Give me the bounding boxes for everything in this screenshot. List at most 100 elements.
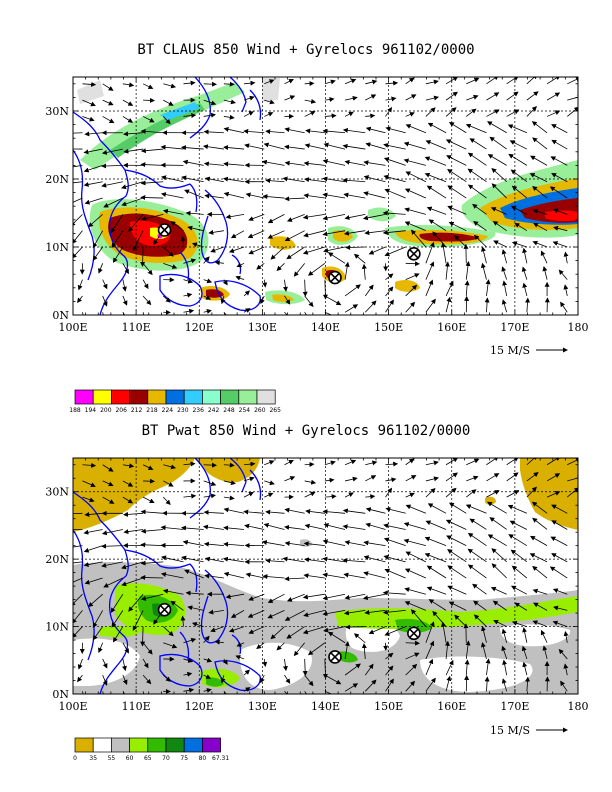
wind-vector [342,177,366,183]
colorbar-swatch [129,737,149,753]
wind-vector [344,663,361,676]
wind-vector [88,214,103,228]
wind-vector [425,298,436,313]
wind-vector [448,221,467,232]
wind-vector [101,561,123,568]
wind-vector [83,529,103,535]
wind-vector [284,196,305,202]
wind-vector [383,537,406,547]
wind-vector [142,658,149,669]
wind-vector [324,477,335,483]
wind-vector [262,279,268,288]
wind-vector [345,624,366,630]
wind-vector [364,300,377,313]
wind-vector [163,642,178,649]
wind-vector [465,504,487,514]
wind-vector [425,279,434,297]
wind-vector [405,112,415,117]
wind-vector [284,576,305,582]
lat-label: 10N [45,621,69,634]
wind-vector [83,545,103,553]
wind-vector [445,91,458,101]
wind-vector [448,502,467,514]
wind-vector [223,495,235,501]
wind-vector [501,299,508,313]
wind-vector [214,260,224,266]
wind-vector [424,156,447,166]
panel2-axis-ticks [72,458,579,695]
wind-vector [511,241,527,248]
wind-vector [180,235,186,248]
wind-vector [353,253,366,264]
wind-vector [183,658,194,663]
wind-vector [501,266,508,280]
wind-vector [265,509,285,515]
wind-vector [102,116,115,124]
wind-vector [552,208,568,215]
wind-vector [304,177,325,183]
lat-label: 30N [45,105,69,118]
wind-vector [284,127,305,134]
wind-vector [161,175,184,183]
colorbar-swatch [74,737,94,753]
wind-vector [385,299,394,313]
wind-vector [73,626,83,639]
wind-vector [123,131,144,137]
wind-vector [472,583,487,595]
wind-vector [466,94,479,101]
wind-vector [322,128,346,134]
wind-vector [243,476,255,482]
wind-vector [304,523,325,530]
wind-vector [203,509,224,515]
wind-vector [161,555,184,563]
wind-vector [510,549,528,563]
wind-vector [102,295,108,307]
colorbar-swatch [183,389,203,405]
wind-vector [204,573,224,579]
wind-vector [526,458,538,466]
wind-vector [405,458,415,466]
wind-vector [405,94,417,101]
lon-label: 130E [248,700,277,713]
wind-vector [243,290,250,297]
wind-vector [204,556,224,563]
wind-vector [522,247,528,264]
wind-vector [180,615,186,627]
panel1-map [72,76,579,316]
wind-vector [323,523,346,530]
wind-vector [140,626,146,647]
wind-vector [385,96,397,102]
colorbar-label: 65 [144,755,152,762]
wind-vector [214,639,224,645]
wind-vector [322,593,346,601]
panel1-title: BT CLAUS 850 Wind + Gyrelocs 961102/0000 [137,42,475,58]
colorbar-label: 260 [254,407,266,414]
wind-vector [282,176,305,183]
wind-vector [142,312,145,315]
wind-vector [383,174,406,183]
wind-vector [522,627,528,643]
wind-vector [101,148,123,155]
wind-vector [444,640,450,659]
wind-vector [111,230,124,248]
wind-vector [140,528,164,534]
panel2-title: BT Pwat 850 Wind + Gyrelocs 961102/0000 [141,423,471,439]
wind-vector [304,81,315,87]
wind-vector [286,246,305,260]
wind-vector [425,261,435,280]
wind-vector [540,250,548,264]
wind-vector [230,610,245,618]
wind-vector [365,94,377,101]
wind-vector [364,663,374,676]
wind-vector [162,116,171,125]
wind-vector [270,246,285,260]
panel1-gyre-markers [157,223,421,285]
wind-vector [191,242,204,248]
wind-vector [542,266,548,280]
wind-vector [491,563,507,579]
wind-vector [551,504,568,514]
wind-vector [243,128,265,134]
wind-vector [426,586,447,595]
wind-vector [549,186,568,199]
wind-vector [122,658,127,672]
